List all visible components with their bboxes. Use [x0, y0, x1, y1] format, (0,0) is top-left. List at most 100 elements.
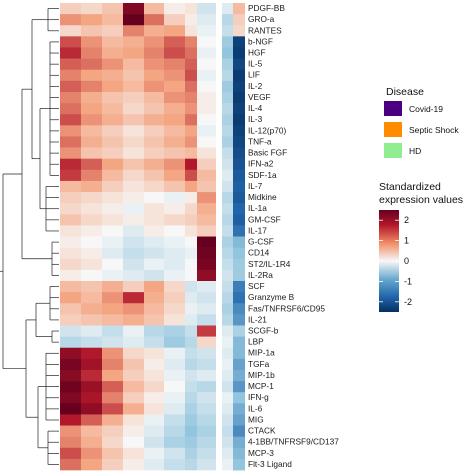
- heatmap-cell: [233, 436, 245, 449]
- heatmap-cell: [144, 14, 164, 26]
- heatmap-cell: [185, 214, 197, 226]
- heatmap-cell: [102, 80, 123, 93]
- heatmap-cell: [197, 14, 216, 26]
- row-label: IL-4: [248, 103, 263, 113]
- heatmap-cell: [123, 258, 144, 271]
- heatmap-cell: [233, 47, 245, 59]
- colorbar-tick-label: 1: [404, 236, 409, 246]
- heatmap-cell: [197, 247, 216, 260]
- heatmap-cell: [164, 214, 185, 226]
- heatmap-cell: [222, 80, 233, 93]
- heatmap-cell: [185, 314, 197, 326]
- heatmap-cell: [60, 147, 81, 159]
- heatmap-cell: [123, 147, 144, 159]
- heatmap-cell: [123, 336, 144, 349]
- heatmap-cell: [164, 258, 185, 271]
- heatmap-cell: [222, 436, 233, 449]
- heatmap-cell: [60, 236, 81, 248]
- heatmap-cell: [185, 147, 197, 159]
- expression-legend-title-line2: expression values: [379, 194, 463, 206]
- row-label: IL-21: [248, 314, 267, 324]
- heatmap-cell: [144, 347, 164, 360]
- heatmap-cell: [233, 147, 245, 159]
- heatmap-cell: [197, 225, 216, 237]
- row-label: CD14: [248, 248, 270, 258]
- heatmap-cell: [81, 269, 102, 282]
- row-label: Basic FGF: [248, 148, 287, 158]
- heatmap-cell: [81, 136, 102, 148]
- heatmap-cell: [123, 158, 144, 171]
- heatmap-cell: [185, 103, 197, 115]
- heatmap-cell: [60, 180, 81, 193]
- heatmap-cell: [197, 358, 216, 371]
- heatmap-cell: [60, 158, 81, 171]
- heatmap-cell: [60, 58, 81, 71]
- heatmap-cell: [81, 103, 102, 115]
- heatmap-cell: [60, 169, 81, 182]
- heatmap-cell: [60, 381, 81, 393]
- heatmap-cell: [102, 447, 123, 460]
- row-label: GRO-a: [248, 14, 275, 24]
- heatmap-cell: [222, 258, 233, 271]
- row-label: IL-6: [248, 403, 263, 413]
- heatmap-cell: [81, 192, 102, 204]
- heatmap-cell: [60, 203, 81, 215]
- heatmap-cell: [60, 192, 81, 204]
- heatmap-cell: [222, 414, 233, 426]
- heatmap-cell: [164, 180, 185, 193]
- heatmap-cell: [185, 414, 197, 426]
- heatmap-cell: [164, 3, 185, 15]
- heatmap-cell: [164, 225, 185, 237]
- heatmap-cell: [123, 403, 144, 415]
- heatmap-cell: [81, 425, 102, 437]
- heatmap-cell: [144, 225, 164, 237]
- row-label: SCGF-b: [248, 325, 279, 335]
- heatmap-cell: [60, 80, 81, 93]
- heatmap-cell: [185, 58, 197, 71]
- row-label: MIP-1b: [248, 370, 275, 380]
- heatmap-cell: [144, 369, 164, 382]
- heatmap-cell: [164, 458, 185, 471]
- heatmap-cell: [197, 136, 216, 148]
- heatmap-cell: [164, 325, 185, 337]
- heatmap-cell: [233, 247, 245, 260]
- heatmap-cell: [197, 158, 216, 171]
- heatmap-cell: [144, 358, 164, 371]
- heatmap-cell: [233, 336, 245, 349]
- heatmap-cell: [144, 214, 164, 226]
- row-label: IL-2: [248, 81, 263, 91]
- heatmap-cell: [102, 458, 123, 471]
- heatmap-cell: [81, 314, 102, 326]
- heatmap-cell: [197, 436, 216, 449]
- heatmap-cell: [123, 180, 144, 193]
- heatmap-cell: [222, 214, 233, 226]
- heatmap-cell: [233, 203, 245, 215]
- heatmap-cell: [123, 14, 144, 26]
- heatmap-cell: [60, 269, 81, 282]
- heatmap-cell: [197, 414, 216, 426]
- heatmap-cell: [185, 269, 197, 282]
- heatmap-cell: [81, 258, 102, 271]
- heatmap-cell: [123, 80, 144, 93]
- heatmap-cell: [144, 403, 164, 415]
- heatmap-cell: [102, 436, 123, 449]
- heatmap-cell: [102, 58, 123, 71]
- heatmap-cell: [164, 114, 185, 126]
- heatmap-cell: [81, 91, 102, 104]
- heatmap-cell: [164, 169, 185, 182]
- heatmap-cell: [185, 358, 197, 371]
- heatmap-cell: [185, 258, 197, 271]
- heatmap-cell: [102, 36, 123, 48]
- heatmap-cell: [197, 258, 216, 271]
- heatmap-cell: [102, 25, 123, 37]
- row-label: HGF: [248, 47, 266, 57]
- legend-swatch-covid: [384, 101, 402, 116]
- heatmap-cell: [185, 403, 197, 415]
- heatmap-cell: [81, 236, 102, 248]
- heatmap-cell: [102, 169, 123, 182]
- heatmap-cell: [185, 225, 197, 237]
- heatmap-cell: [164, 36, 185, 48]
- heatmap-cell: [164, 381, 185, 393]
- heatmap-cell: [60, 114, 81, 126]
- heatmap-cell: [102, 269, 123, 282]
